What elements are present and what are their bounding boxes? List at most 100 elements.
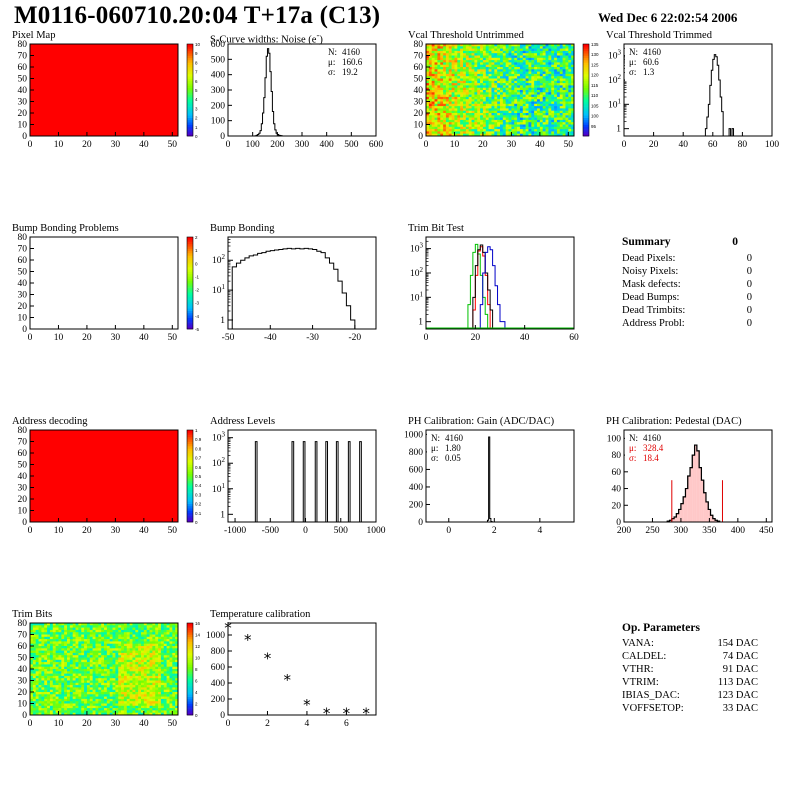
heatmap-cell	[163, 632, 167, 635]
heatmap-cell	[41, 657, 45, 661]
heatmap-cell	[528, 64, 532, 68]
heatmap-cell	[519, 50, 524, 54]
heatmap-cell	[149, 655, 153, 658]
heatmap-cell	[497, 96, 501, 100]
heatmap-cell	[95, 678, 99, 681]
heatmap-cell	[545, 71, 549, 75]
heatmap-cell	[35, 662, 39, 665]
heatmap-cell	[551, 101, 555, 105]
heatmap-cell	[463, 117, 467, 121]
heatmap-cell	[112, 652, 116, 656]
heatmap-cell	[440, 53, 444, 56]
heatmap-cell	[551, 44, 555, 47]
x-tick-label: 40	[139, 719, 149, 729]
heatmap-cell	[169, 685, 173, 688]
palette-cell	[187, 698, 193, 702]
heatmap-cell	[86, 623, 91, 626]
heatmap-cell	[485, 126, 489, 130]
heatmap-cell	[460, 94, 464, 98]
heatmap-cell	[537, 83, 541, 86]
heatmap-cell	[542, 62, 546, 65]
heatmap-cell	[545, 101, 549, 105]
heatmap-cell	[149, 634, 153, 638]
heatmap-cell	[519, 115, 524, 118]
heatmap-cell	[482, 103, 487, 107]
heatmap-cell	[528, 67, 532, 70]
heatmap-cell	[426, 76, 430, 79]
heatmap-cell	[531, 78, 535, 82]
heatmap-cell	[562, 115, 566, 118]
heatmap-cell	[112, 657, 116, 661]
heatmap-cell	[519, 124, 524, 128]
heatmap-cell	[519, 76, 524, 79]
heatmap-cell	[451, 57, 455, 61]
heatmap-cell	[502, 78, 506, 82]
heatmap-cell	[531, 60, 535, 63]
panel-ph-gain: PH Calibration: Gain (ADC/DAC) 0 2 4 0 200 40…	[404, 416, 598, 606]
heatmap-cell	[488, 113, 492, 116]
heatmap-cell	[121, 646, 125, 649]
heatmap-cell	[571, 85, 575, 88]
x-tick-label: -30	[306, 333, 319, 343]
heatmap-cell	[431, 119, 435, 123]
heatmap-cell	[568, 103, 572, 107]
heatmap-cell	[121, 669, 125, 672]
heatmap-cell	[143, 643, 147, 647]
heatmap-cell	[502, 67, 506, 70]
heatmap-cell	[166, 712, 170, 716]
heatmap-cell	[106, 652, 110, 656]
heatmap-cell	[485, 53, 489, 56]
heatmap-cell	[571, 99, 575, 102]
heatmap-cell	[172, 669, 176, 672]
heatmap-cell	[86, 627, 91, 631]
heatmap-cell	[126, 701, 130, 704]
heatmap-cell	[98, 652, 102, 656]
heatmap-cell	[44, 673, 48, 677]
heatmap-cell	[511, 44, 515, 47]
summary-value: 0	[746, 279, 752, 290]
palette-cell	[187, 271, 193, 275]
heatmap-cell	[502, 101, 506, 105]
heatmap-cell	[491, 69, 495, 72]
heatmap-cell	[129, 675, 133, 679]
heatmap-cell	[460, 60, 464, 63]
heatmap-cell	[434, 90, 438, 93]
heatmap-cell	[463, 53, 467, 56]
heatmap-cell	[101, 678, 105, 681]
heatmap-cell	[522, 87, 526, 91]
heatmap-cell	[98, 680, 102, 684]
heatmap-cell	[146, 701, 150, 704]
heatmap-cell	[434, 83, 438, 86]
heatmap-cell	[81, 708, 85, 711]
heatmap-cell	[491, 76, 495, 79]
heatmap-cell	[448, 124, 452, 128]
heatmap-cell	[67, 662, 71, 665]
heatmap-cell	[565, 108, 569, 111]
palette-cell	[583, 62, 589, 65]
heatmap-cell	[52, 629, 56, 633]
heatmap-cell	[497, 133, 501, 137]
palette-cell	[187, 299, 193, 302]
heatmap-cell	[163, 673, 167, 677]
heatmap-cell	[485, 67, 489, 70]
heatmap-cell	[89, 678, 93, 681]
plot-frame	[227, 622, 377, 716]
heatmap-cell	[551, 110, 555, 114]
histogram-line	[704, 54, 735, 137]
heatmap-cell	[138, 701, 142, 704]
heatmap-cell	[86, 664, 91, 667]
heatmap-cell	[163, 710, 167, 713]
heatmap-cell	[554, 110, 558, 114]
heatmap-cell	[30, 652, 34, 656]
heatmap-cell	[155, 659, 159, 663]
heatmap-cell	[545, 106, 549, 109]
heatmap-cell	[542, 55, 546, 59]
heatmap-cell	[175, 657, 179, 661]
heatmap-cell	[98, 648, 102, 651]
heatmap-cell	[112, 629, 116, 633]
heatmap-cell	[118, 680, 122, 684]
heatmap-cell	[514, 106, 518, 109]
heatmap-cell	[30, 675, 34, 679]
heatmap-cell	[61, 698, 65, 702]
